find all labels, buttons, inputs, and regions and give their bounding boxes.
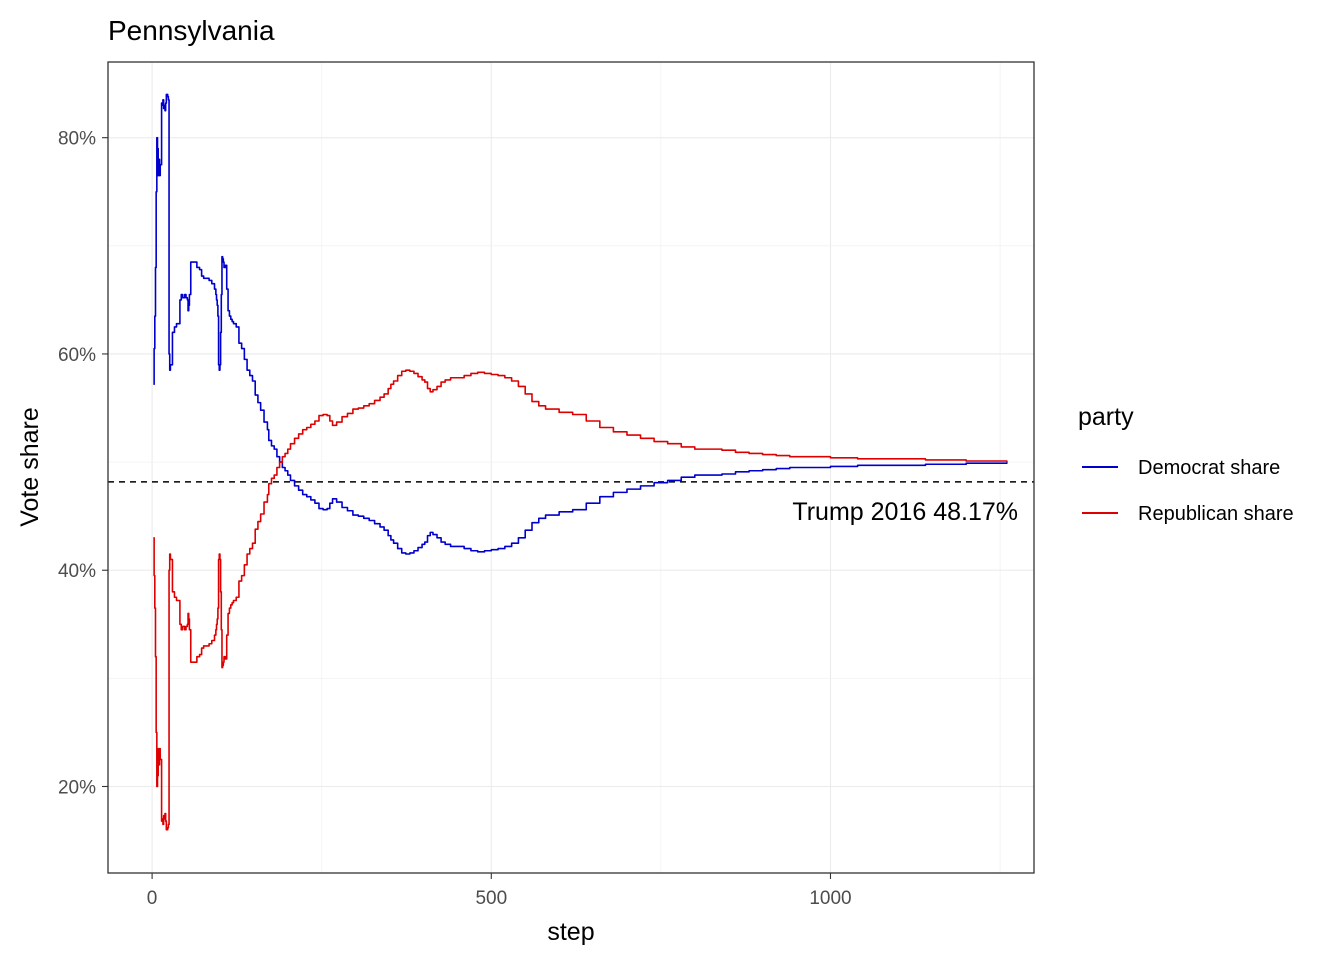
x-tick-label: 500 — [475, 888, 507, 909]
chart-title: Pennsylvania — [108, 15, 275, 46]
series-line-republican — [153, 369, 1008, 831]
x-axis-title: step — [547, 918, 594, 946]
x-axis: 0 500 1000 — [147, 873, 852, 909]
y-tick-label: 80% — [58, 129, 96, 150]
plot-panel-border — [107, 61, 1035, 874]
series-layer — [153, 93, 1008, 831]
y-axis-title: Vote share — [16, 407, 44, 527]
legend-title: party — [1078, 403, 1134, 431]
grid — [108, 62, 1034, 873]
x-tick-label: 0 — [147, 888, 158, 909]
legend-label-republican: Republican share — [1138, 503, 1294, 525]
legend: party Democrat share Republican share — [1078, 403, 1294, 525]
y-tick-label: 20% — [58, 777, 96, 798]
y-tick-label: 60% — [58, 345, 96, 366]
reference-line-annotation: Trump 2016 48.17% — [792, 498, 1018, 526]
y-axis: 20% 40% 60% 80% — [58, 129, 108, 798]
x-tick-label: 1000 — [809, 888, 851, 909]
series-line-democrat — [153, 93, 1008, 555]
y-tick-label: 40% — [58, 561, 96, 582]
legend-label-democrat: Democrat share — [1138, 457, 1280, 479]
